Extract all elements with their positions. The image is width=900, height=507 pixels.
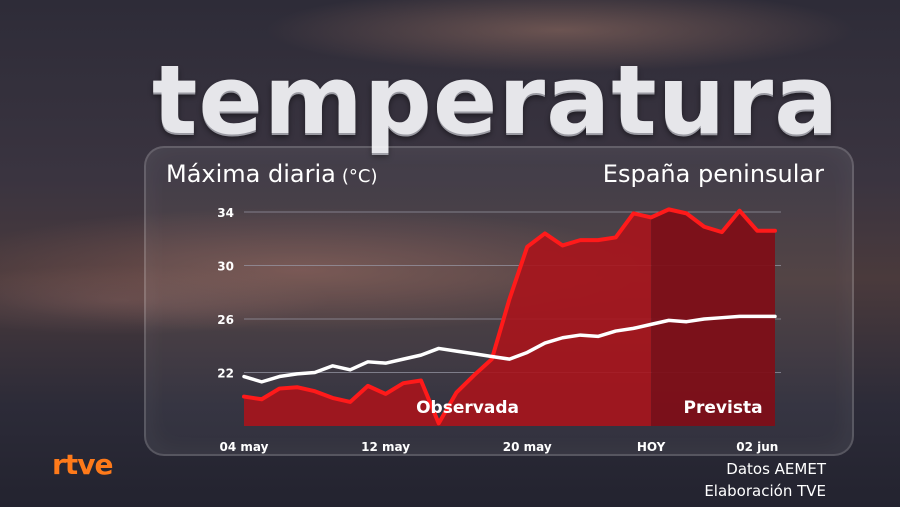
data-point	[332, 397, 334, 399]
data-point	[385, 393, 387, 395]
data-point	[632, 327, 634, 329]
data-point	[402, 358, 404, 360]
data-point	[473, 353, 475, 355]
data-point	[491, 355, 493, 357]
x-tick-label: 04 may	[220, 440, 269, 454]
data-point	[243, 376, 245, 378]
data-point	[650, 323, 652, 325]
data-point	[562, 244, 564, 246]
source-label: Datos AEMET	[726, 460, 826, 478]
data-point	[455, 350, 457, 352]
data-point	[756, 230, 758, 232]
credits: Datos AEMET Elaboración TVE	[704, 458, 826, 502]
credit-label: Elaboración TVE	[704, 482, 826, 500]
data-point	[579, 334, 581, 336]
data-point	[367, 361, 369, 363]
data-point	[332, 365, 334, 367]
y-tick-label: 26	[217, 313, 234, 327]
data-point	[243, 396, 245, 398]
chart-subtitle: Máxima diaria (°C)	[166, 160, 377, 188]
data-point	[774, 315, 776, 317]
data-point	[349, 369, 351, 371]
data-point	[420, 354, 422, 356]
data-point	[349, 401, 351, 403]
data-point	[739, 210, 741, 212]
data-point	[367, 385, 369, 387]
series-lines	[242, 207, 777, 426]
data-point	[455, 392, 457, 394]
data-point	[721, 231, 723, 233]
data-point	[703, 318, 705, 320]
subtitle-text: Máxima diaria	[166, 160, 336, 188]
main-title: temperatura	[152, 46, 840, 156]
x-tick-label: 12 may	[361, 440, 410, 454]
data-point	[544, 342, 546, 344]
data-point	[650, 216, 652, 218]
data-point	[686, 212, 688, 214]
area-observed	[244, 213, 652, 426]
series-line-red	[242, 207, 777, 426]
data-point	[438, 347, 440, 349]
data-point	[296, 373, 298, 375]
data-point	[509, 298, 511, 300]
data-point	[686, 321, 688, 323]
data-point	[385, 362, 387, 364]
region-label: España peninsular	[602, 160, 824, 188]
data-point	[774, 230, 776, 232]
data-point	[721, 317, 723, 319]
data-point	[278, 388, 280, 390]
data-point	[668, 208, 670, 210]
data-point	[544, 232, 546, 234]
data-point	[491, 358, 493, 360]
data-point	[615, 236, 617, 238]
data-point	[632, 212, 634, 214]
data-point	[473, 374, 475, 376]
data-point	[296, 386, 298, 388]
data-point	[314, 372, 316, 374]
data-point	[261, 398, 263, 400]
x-tick-label: 20 may	[503, 440, 552, 454]
data-point	[509, 358, 511, 360]
y-tick-label: 34	[217, 206, 234, 220]
data-point	[420, 380, 422, 382]
y-tick-label: 22	[217, 367, 234, 381]
region-label-0: Observada	[416, 398, 519, 418]
unit-label: (°C)	[341, 166, 378, 187]
data-point	[562, 337, 564, 339]
data-point	[526, 351, 528, 353]
data-point	[314, 390, 316, 392]
series-line-white	[242, 314, 777, 384]
data-point	[597, 239, 599, 241]
data-point	[703, 226, 705, 228]
data-point	[739, 315, 741, 317]
data-point	[402, 382, 404, 384]
x-tick-label: HOY	[637, 440, 666, 454]
rtve-logo: rtve	[52, 448, 113, 481]
data-point	[278, 376, 280, 378]
region-label-1: Prevista	[684, 398, 763, 418]
data-point	[579, 239, 581, 241]
x-tick-label: 02 jun	[736, 440, 778, 454]
data-point	[615, 330, 617, 332]
data-point	[526, 246, 528, 248]
data-point	[261, 381, 263, 383]
data-point	[597, 335, 599, 337]
data-point	[668, 319, 670, 321]
data-point	[438, 422, 440, 424]
y-tick-label: 30	[217, 260, 234, 274]
data-point	[756, 315, 758, 317]
chart-labels: 22 26 30 34 Observada Prevista 04 may 12 may 20 …	[217, 206, 778, 454]
